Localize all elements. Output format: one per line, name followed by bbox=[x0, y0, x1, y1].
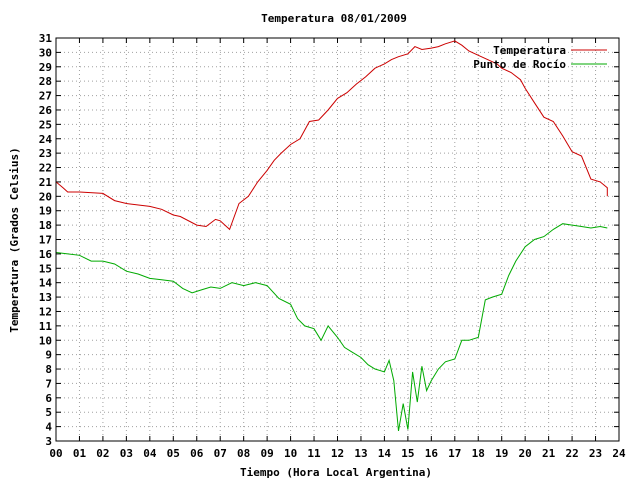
x-tick-label: 24 bbox=[612, 447, 626, 460]
x-tick-label: 08 bbox=[237, 447, 250, 460]
y-axis-label: Temperatura (Grados Celsius) bbox=[8, 147, 21, 332]
y-tick-label: 16 bbox=[39, 248, 53, 261]
y-tick-label: 13 bbox=[39, 291, 52, 304]
series-lines bbox=[55, 40, 608, 431]
x-tick-label: 17 bbox=[448, 447, 461, 460]
y-tick-label: 29 bbox=[39, 61, 52, 74]
x-tick-label: 10 bbox=[284, 447, 297, 460]
x-tick-label: 01 bbox=[73, 447, 87, 460]
y-tick-label: 12 bbox=[39, 305, 52, 318]
x-tick-label: 15 bbox=[401, 447, 414, 460]
y-tick-label: 15 bbox=[39, 262, 52, 275]
x-tick-label: 14 bbox=[378, 447, 392, 460]
x-tick-label: 20 bbox=[519, 447, 532, 460]
y-tick-label: 23 bbox=[39, 147, 52, 160]
y-tick-label: 14 bbox=[39, 277, 53, 290]
series-line-1 bbox=[55, 223, 608, 431]
x-tick-label: 12 bbox=[331, 447, 344, 460]
y-tick-label: 10 bbox=[39, 334, 52, 347]
x-tick-label: 13 bbox=[354, 447, 367, 460]
x-tick-label: 23 bbox=[589, 447, 602, 460]
y-tick-label: 4 bbox=[45, 421, 52, 434]
y-tick-label: 19 bbox=[39, 205, 52, 218]
y-tick-label: 8 bbox=[45, 363, 52, 376]
x-tick-label: 22 bbox=[565, 447, 578, 460]
plot-frame bbox=[55, 37, 620, 442]
y-tick-label: 3 bbox=[45, 435, 52, 448]
x-tick-label: 09 bbox=[261, 447, 274, 460]
x-tick-label: 07 bbox=[214, 447, 227, 460]
y-tick-label: 17 bbox=[39, 234, 52, 247]
y-tick-label: 21 bbox=[39, 176, 53, 189]
y-tick-label: 7 bbox=[45, 377, 52, 390]
x-tick-label: 05 bbox=[167, 447, 180, 460]
series-line-0 bbox=[55, 40, 608, 231]
x-tick-label: 04 bbox=[143, 447, 157, 460]
legend-label: Temperatura bbox=[493, 44, 566, 57]
y-tick-label: 11 bbox=[39, 320, 53, 333]
y-tick-label: 20 bbox=[39, 190, 52, 203]
legend-label: Punto de Rocío bbox=[473, 58, 566, 71]
y-axis-ticks: 3456789101112131415161718192021222324252… bbox=[39, 32, 619, 448]
y-tick-label: 9 bbox=[45, 349, 52, 362]
y-tick-label: 24 bbox=[39, 133, 53, 146]
y-tick-label: 6 bbox=[45, 392, 52, 405]
y-tick-label: 27 bbox=[39, 90, 52, 103]
chart-title: Temperatura 08/01/2009 bbox=[261, 12, 407, 25]
x-axis-label: Tiempo (Hora Local Argentina) bbox=[240, 466, 432, 479]
x-tick-label: 06 bbox=[190, 447, 204, 460]
x-tick-label: 00 bbox=[49, 447, 62, 460]
x-tick-label: 16 bbox=[425, 447, 439, 460]
y-tick-label: 26 bbox=[39, 104, 53, 117]
x-tick-label: 18 bbox=[472, 447, 485, 460]
x-axis-ticks: 00 01 02 03 04 05 06 07 08 09 10 11 12 13 14 15 16 17 18 19… bbox=[49, 38, 626, 460]
x-tick-label: 19 bbox=[495, 447, 508, 460]
y-tick-label: 22 bbox=[39, 162, 52, 175]
y-tick-label: 31 bbox=[39, 32, 53, 45]
y-tick-label: 28 bbox=[39, 75, 52, 88]
x-tick-label: 11 bbox=[307, 447, 321, 460]
y-tick-label: 5 bbox=[45, 406, 52, 419]
y-tick-label: 18 bbox=[39, 219, 52, 232]
y-tick-label: 25 bbox=[39, 118, 52, 131]
x-tick-label: 02 bbox=[96, 447, 109, 460]
y-tick-label: 30 bbox=[39, 46, 52, 59]
x-tick-label: 21 bbox=[542, 447, 556, 460]
x-tick-label: 03 bbox=[120, 447, 133, 460]
